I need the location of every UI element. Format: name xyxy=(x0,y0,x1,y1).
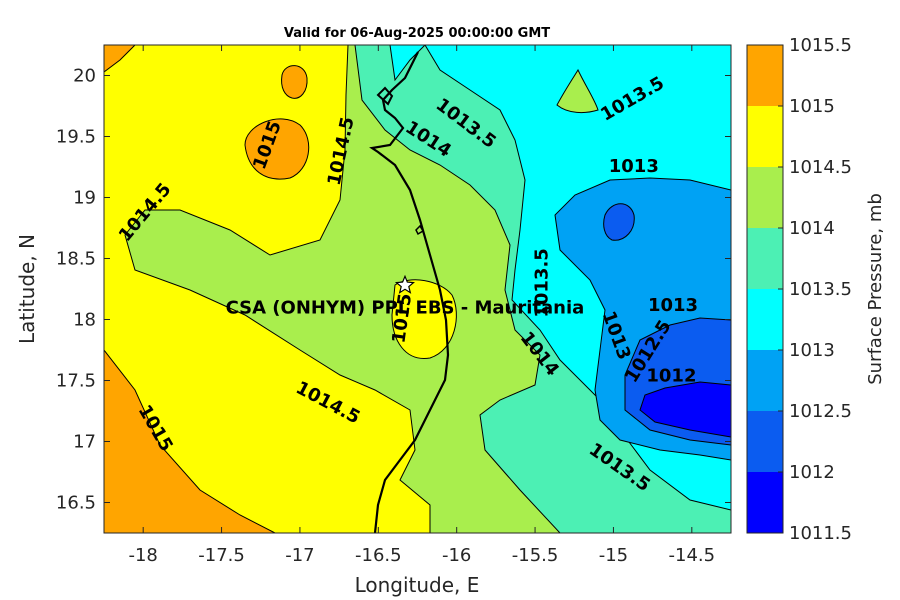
colorbar-tick-label: 1012.5 xyxy=(789,401,852,422)
colorbar: 1011.5 1012 1012.5 1013 1013.5 1014 1014.5 1015… xyxy=(746,35,852,544)
band-1014-5 xyxy=(104,45,431,533)
y-tick-label: 17.5 xyxy=(56,371,96,392)
site-group: CSA (ONHYM) PPL EBS - Mauritania xyxy=(226,274,585,318)
colorbar-swatch xyxy=(747,289,783,350)
x-tick-label: -16 xyxy=(442,545,471,566)
plot-frame xyxy=(103,44,732,534)
contour-label: 1013 xyxy=(648,295,698,316)
band-1015-top-left xyxy=(104,45,136,73)
x-tick-label: -16.5 xyxy=(355,545,402,566)
x-tick-label: -15.5 xyxy=(512,545,559,566)
contour-label: 1013.5 xyxy=(531,248,552,317)
y-axis-title: Latitude, N xyxy=(15,234,39,344)
colorbar-tick-label: 1013 xyxy=(789,340,835,361)
colorbar-swatch xyxy=(747,350,783,411)
band-1015-island-mid xyxy=(391,279,457,359)
y-tick-label: 19 xyxy=(73,188,96,209)
band-1015 xyxy=(104,349,276,533)
colorbar-tick-label: 1015.5 xyxy=(789,35,852,56)
band-1015-island-small xyxy=(281,65,308,99)
x-axis-title: Longitude, E xyxy=(355,573,480,597)
colorbar-tick-label: 1011.5 xyxy=(789,523,852,544)
colorbar-tick-label: 1014 xyxy=(789,218,835,239)
contour-label: 1013 xyxy=(609,156,659,177)
colorbar-title: Surface Pressure, mb xyxy=(865,193,886,385)
colorbar-swatch xyxy=(747,228,783,289)
x-axis: -18 -17.5 -17 -16.5 -16 -15.5 -15 -14.5 xyxy=(128,45,715,566)
colorbar-tick-label: 1012 xyxy=(789,462,835,483)
band-1014-island xyxy=(556,68,599,114)
site-star-marker xyxy=(394,274,415,294)
x-tick-label: -14.5 xyxy=(669,545,716,566)
chart-title: Valid for 06-Aug-2025 00:00:00 GMT xyxy=(284,26,550,41)
colorbar-swatch xyxy=(747,472,783,533)
colorbar-swatch xyxy=(747,45,783,106)
x-tick-label: -17 xyxy=(285,545,314,566)
band-1015-island xyxy=(244,118,310,180)
x-tick-label: -18 xyxy=(128,545,157,566)
contour-label: 1012 xyxy=(646,366,696,387)
y-axis: 16.5 17 17.5 18 18.5 19 19.5 20 xyxy=(56,66,731,514)
band-1011-5 xyxy=(639,381,731,438)
x-tick-label: -15 xyxy=(599,545,628,566)
site-label: CSA (ONHYM) PPL EBS - Mauritania xyxy=(226,297,585,318)
y-tick-label: 17 xyxy=(73,432,96,453)
colorbar-tick-label: 1015 xyxy=(789,96,835,117)
colorbar-tick-label: 1014.5 xyxy=(789,157,852,178)
colorbar-swatch xyxy=(747,106,783,167)
y-tick-label: 18 xyxy=(73,310,96,331)
band-1012-island xyxy=(603,203,635,241)
x-tick-label: -17.5 xyxy=(198,545,245,566)
colorbar-tick-label: 1013.5 xyxy=(789,279,852,300)
y-tick-label: 20 xyxy=(73,66,96,87)
colorbar-swatch xyxy=(747,411,783,472)
y-tick-label: 19.5 xyxy=(56,127,96,148)
contour-field xyxy=(104,45,731,533)
y-tick-label: 16.5 xyxy=(56,493,96,514)
colorbar-swatch xyxy=(747,167,783,228)
y-tick-label: 18.5 xyxy=(56,249,96,270)
coastline xyxy=(369,51,450,533)
